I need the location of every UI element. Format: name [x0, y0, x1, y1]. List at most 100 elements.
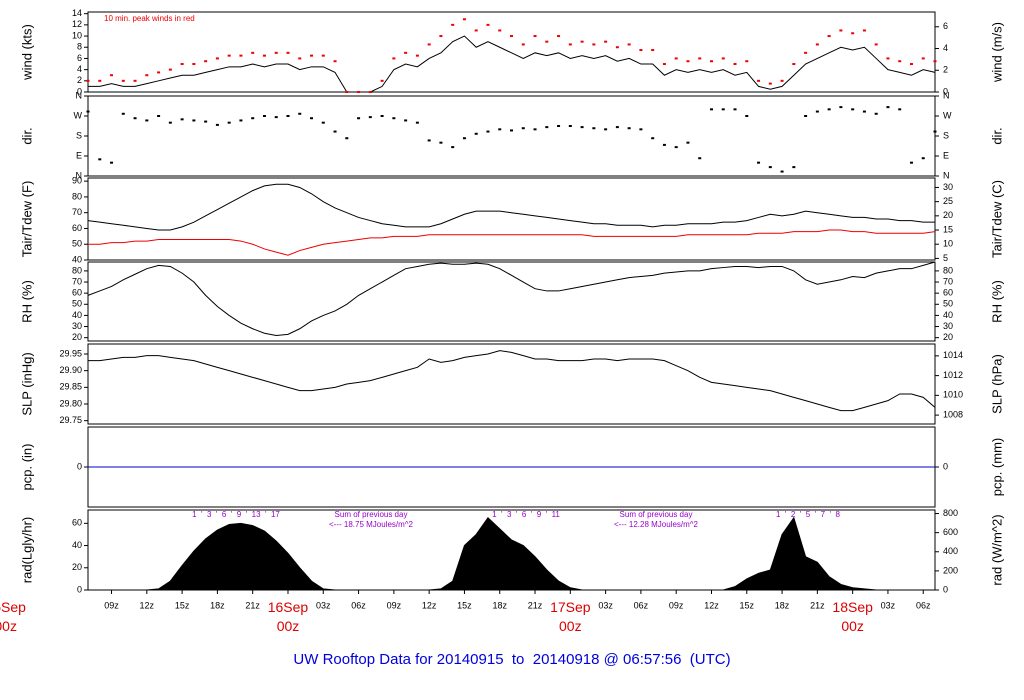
- data-point: [533, 128, 537, 131]
- data-point: [768, 82, 772, 85]
- data-point: [686, 60, 690, 63]
- data-point: [615, 46, 619, 49]
- data-point: [709, 60, 713, 63]
- data-point: [392, 57, 396, 60]
- y2-axis-label: dir.: [989, 127, 1004, 144]
- y-tick-label: 10: [72, 30, 82, 40]
- data-point: [192, 119, 196, 122]
- x-tick-label: 21z: [528, 600, 543, 610]
- data-point: [498, 29, 502, 32]
- data-point: [86, 110, 90, 113]
- data-point: [757, 79, 761, 82]
- data-point: [568, 43, 572, 46]
- panel-frame: [87, 11, 936, 93]
- data-point: [521, 43, 525, 46]
- data-point: [768, 166, 772, 169]
- y2-axis-label: rad (W/m^2): [989, 514, 1004, 585]
- y-axis-label: dir.: [19, 127, 34, 144]
- y-tick-label: 8: [77, 42, 82, 52]
- y2-tick-label: W: [943, 110, 952, 120]
- data-point: [498, 128, 502, 131]
- annotation: Sum of previous day: [620, 510, 693, 519]
- y-axis-label: wind (kts): [19, 24, 34, 81]
- y-tick-label: 0: [77, 584, 82, 594]
- y-tick-label: 50: [72, 299, 82, 309]
- data-point: [180, 118, 184, 121]
- data-point: [674, 146, 678, 149]
- data-point: [110, 74, 114, 77]
- y-tick-label: 20: [72, 562, 82, 572]
- x-tick-label: 09z: [104, 600, 119, 610]
- data-point: [345, 137, 349, 140]
- data-point: [110, 161, 114, 164]
- y2-tick-label: 40: [943, 310, 953, 320]
- data-point: [545, 40, 549, 43]
- data-point: [404, 51, 408, 54]
- data-point: [180, 63, 184, 66]
- data-point: [357, 91, 361, 93]
- data-point: [133, 79, 137, 82]
- y-tick-label: 29.80: [59, 398, 82, 408]
- y-axis-label: pcp. (in): [19, 444, 34, 491]
- data-point: [851, 108, 855, 111]
- data-point: [274, 116, 278, 119]
- y2-tick-label: 20: [943, 332, 953, 342]
- data-point: [639, 49, 643, 52]
- x-tick-label: 18z: [775, 600, 790, 610]
- data-point: [745, 115, 749, 117]
- day-label: 18Sep 00z: [832, 599, 873, 634]
- data-point: [627, 127, 631, 130]
- x-tick-label: 18z: [492, 600, 507, 610]
- y2-tick-label: S: [943, 130, 949, 140]
- data-point: [168, 121, 172, 124]
- y2-tick-label: 60: [943, 288, 953, 298]
- data-point: [251, 117, 255, 120]
- data-point: [698, 157, 702, 160]
- data-point: [204, 60, 208, 63]
- data-point: [286, 51, 290, 54]
- y-tick-label: N: [76, 170, 83, 180]
- day-label: 16Sep 00z: [268, 599, 309, 634]
- y2-tick-label: 400: [943, 546, 958, 556]
- y-tick-label: 0: [77, 461, 82, 471]
- data-point: [227, 54, 231, 57]
- y2-tick-label: 20: [943, 210, 953, 220]
- data-point: [604, 128, 608, 131]
- data-point: [121, 79, 125, 82]
- data-point: [310, 117, 314, 120]
- annotation: <--- 12.28 MJoules/m^2: [614, 520, 699, 529]
- data-point: [239, 54, 243, 57]
- annotation: 1 ' 3 ' 6 ' 9 ' 11: [492, 510, 560, 519]
- data-point: [157, 115, 161, 117]
- data-point: [251, 51, 255, 54]
- data-point: [839, 29, 843, 32]
- data-point: [721, 57, 725, 60]
- data-point: [510, 129, 513, 132]
- y-axis-label: rad(Lgly/hr): [19, 517, 34, 583]
- y2-tick-label: 10: [943, 239, 953, 249]
- x-tick-label: 15z: [457, 600, 472, 610]
- y2-tick-label: 5: [943, 253, 948, 263]
- area: [88, 516, 935, 591]
- y-tick-label: 70: [72, 276, 82, 286]
- data-point: [604, 40, 608, 43]
- data-point: [674, 57, 678, 60]
- data-point: [462, 18, 466, 21]
- data-point: [757, 161, 761, 164]
- data-point: [262, 115, 266, 117]
- panel-frame: [87, 343, 936, 425]
- data-point: [462, 137, 466, 140]
- y2-tick-label: N: [943, 170, 950, 180]
- data-point: [215, 57, 219, 60]
- data-point: [262, 54, 266, 57]
- y-tick-label: 40: [72, 540, 82, 550]
- x-tick-label: 09z: [669, 600, 684, 610]
- y2-axis-label: pcp. (mm): [989, 438, 1004, 497]
- y-tick-label: 29.85: [59, 382, 82, 392]
- data-point: [274, 51, 278, 54]
- data-point: [862, 29, 866, 32]
- data-point: [415, 54, 419, 57]
- y-tick-label: 29.95: [59, 348, 82, 358]
- data-point: [686, 141, 690, 144]
- y-tick-label: 70: [72, 207, 82, 217]
